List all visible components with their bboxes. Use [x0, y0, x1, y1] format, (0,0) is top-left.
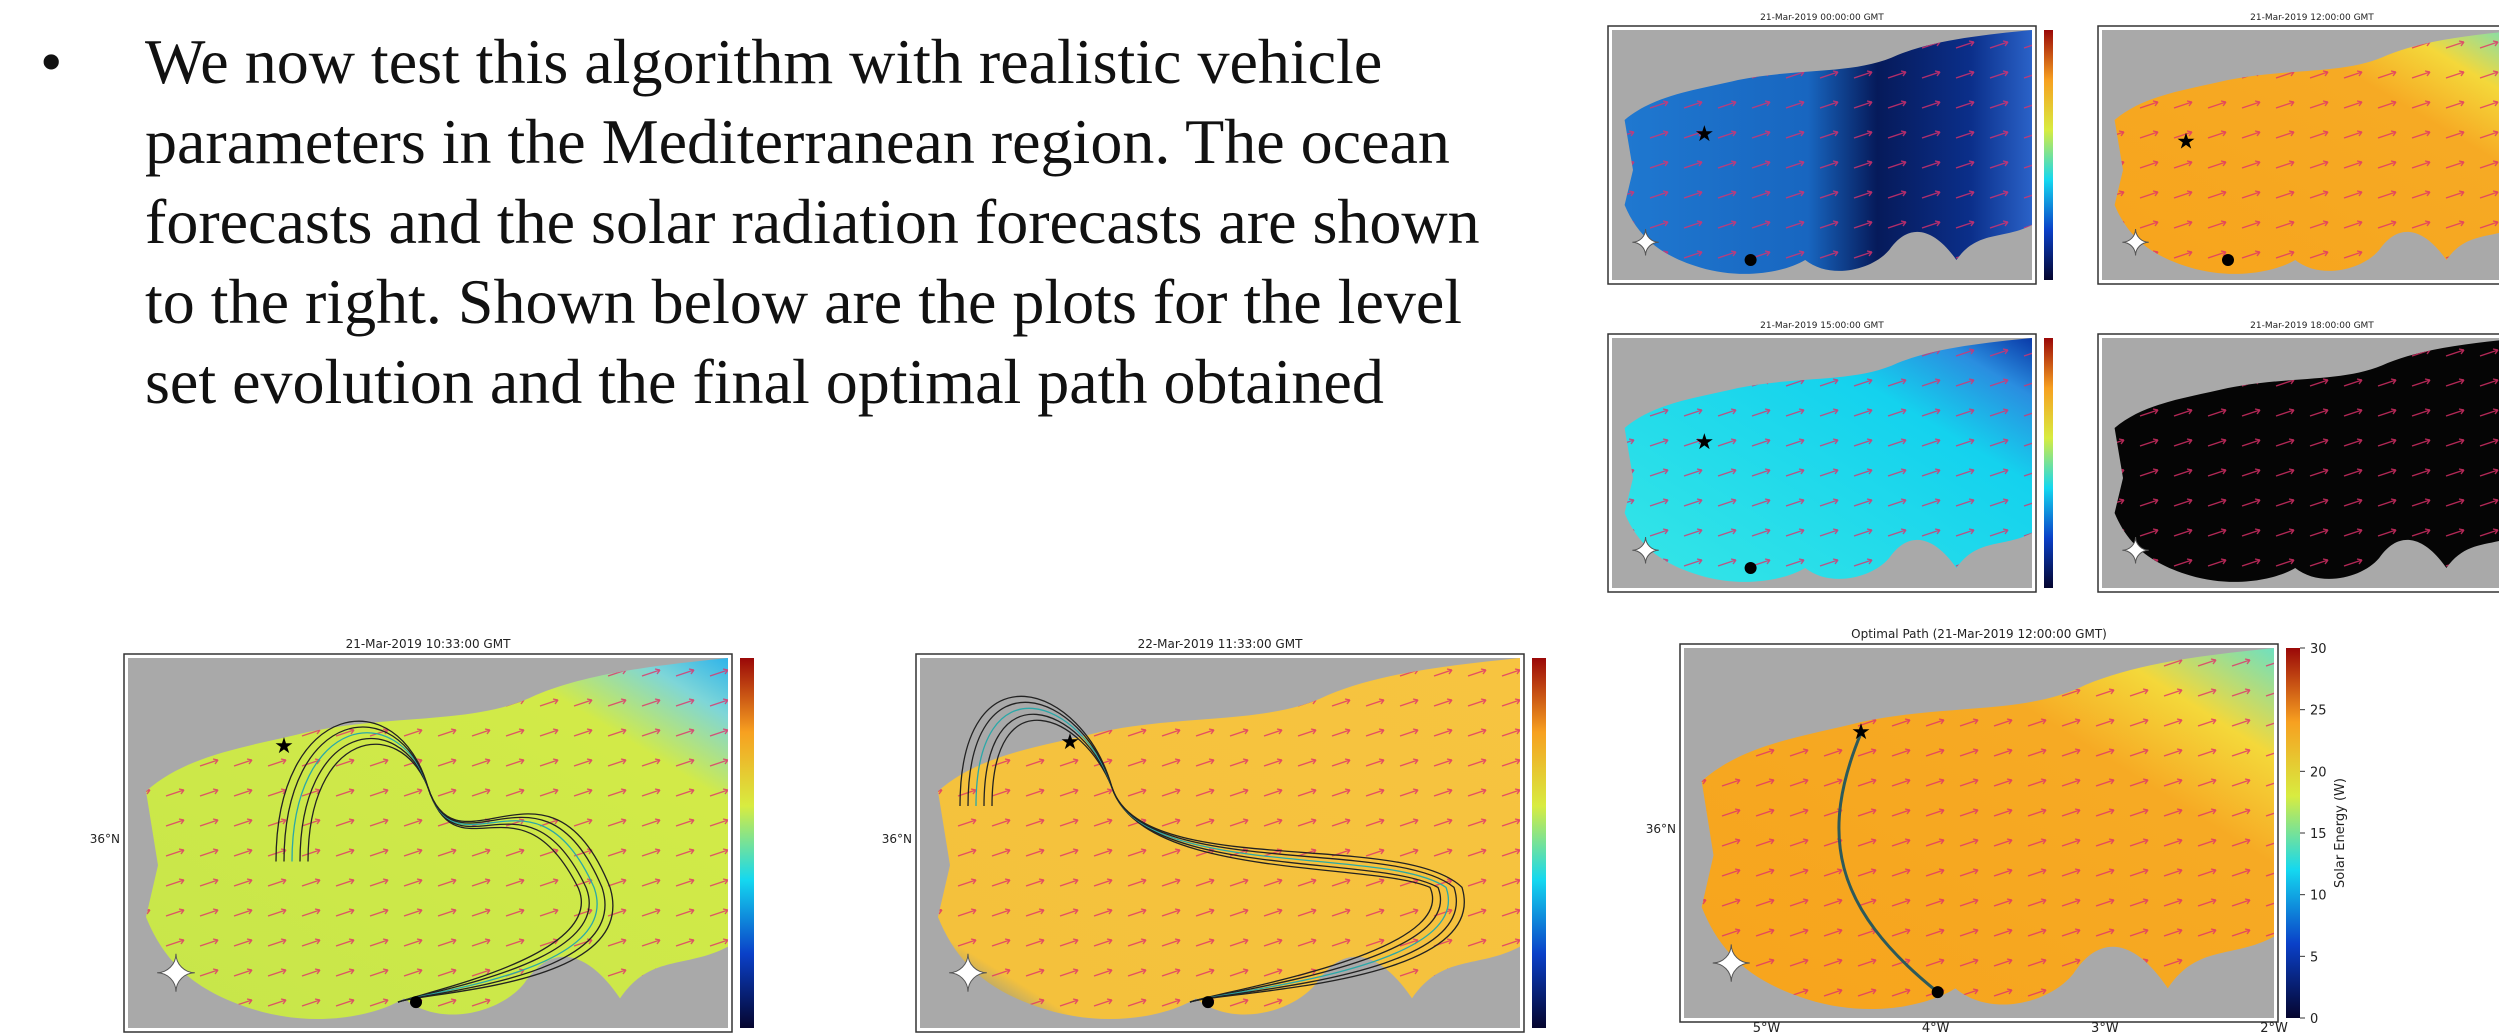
- map-title: 21-Mar-2019 10:33:00 GMT: [346, 637, 512, 651]
- lon-label: 2°W: [2260, 1021, 2288, 1036]
- colorbar-tick-label: 15: [2310, 827, 2327, 842]
- lon-label: 4°W: [1922, 1021, 1950, 1036]
- lat-label: 36°N: [90, 832, 120, 846]
- map-title: 21-Mar-2019 15:00:00 GMT: [1760, 321, 1884, 331]
- lon-label: 5°W: [1753, 1021, 1781, 1036]
- map-panel: ★ ✦ 21-Mar-2019 12:00:00 GMT: [2098, 13, 2499, 284]
- map-panel: ✦ 21-Mar-2019 18:00:00 GMT: [2098, 321, 2499, 592]
- start-marker: ★: [2176, 130, 2196, 155]
- start-marker: ★: [1851, 720, 1871, 745]
- colorbar-tick-label: 10: [2310, 889, 2327, 904]
- target-marker: [1932, 986, 1944, 998]
- target-marker: [1745, 562, 1757, 574]
- compass: ✦: [1631, 532, 1660, 572]
- lon-label: 3°W: [2091, 1021, 2119, 1036]
- slide: • We now test this algorithm with realis…: [0, 0, 2499, 1036]
- map-title: 22-Mar-2019 11:33:00 GMT: [1138, 637, 1304, 651]
- colorbar-tick-label: 20: [2310, 765, 2327, 780]
- figures: ★ ✦ 21-Mar-2019 00:00:00 GMT ★ ✦ 21-Mar-2019 …: [0, 0, 2499, 1036]
- lat-label: 36°N: [882, 832, 912, 846]
- map-panel: ★ ✦ Optimal Path (21-Mar-2019 12:00:00 GMT…: [1646, 627, 2300, 1022]
- map-title: 21-Mar-2019 18:00:00 GMT: [2250, 321, 2374, 331]
- colorbar-tick-label: 30: [2310, 642, 2327, 657]
- compass: ✦: [2121, 224, 2150, 264]
- target-marker: [1202, 996, 1214, 1008]
- compass: ✦: [155, 945, 197, 1003]
- start-marker: ★: [1695, 122, 1715, 147]
- colorbar: [740, 658, 754, 1028]
- map-panel: ★ ✦ 21-Mar-2019 15:00:00 GMT: [1608, 321, 2053, 592]
- map-panel: ★ ✦ 22-Mar-2019 11:33:00 GMT 36°N: [882, 637, 1546, 1032]
- target-marker: [410, 996, 422, 1008]
- colorbar: [1532, 658, 1546, 1028]
- compass: ✦: [1711, 935, 1752, 993]
- compass: ✦: [947, 945, 989, 1003]
- start-marker: ★: [1060, 730, 1080, 755]
- map-panel: ★ ✦ 21-Mar-2019 00:00:00 GMT: [1608, 13, 2053, 284]
- colorbar: [2044, 30, 2053, 280]
- map-title: Optimal Path (21-Mar-2019 12:00:00 GMT): [1851, 627, 2107, 641]
- colorbar-tick-label: 5: [2310, 950, 2318, 965]
- map-title: 21-Mar-2019 00:00:00 GMT: [1760, 13, 1884, 23]
- target-marker: [2222, 254, 2234, 266]
- compass: ✦: [2121, 532, 2150, 572]
- colorbar: [2044, 338, 2053, 588]
- target-marker: [1745, 254, 1757, 266]
- colorbar-tick-label: 25: [2310, 704, 2327, 719]
- start-marker: ★: [1695, 430, 1715, 455]
- map-title: 21-Mar-2019 12:00:00 GMT: [2250, 13, 2374, 23]
- compass: ✦: [1631, 224, 1660, 264]
- colorbar-label: Solar Energy (W): [2333, 778, 2348, 888]
- map-panel: ★ ✦ 21-Mar-2019 10:33:00 GMT 36°N: [90, 637, 754, 1032]
- lat-label: 36°N: [1646, 822, 1676, 836]
- colorbar: [2286, 648, 2300, 1018]
- start-marker: ★: [274, 734, 294, 759]
- colorbar-tick-label: 0: [2310, 1012, 2318, 1027]
